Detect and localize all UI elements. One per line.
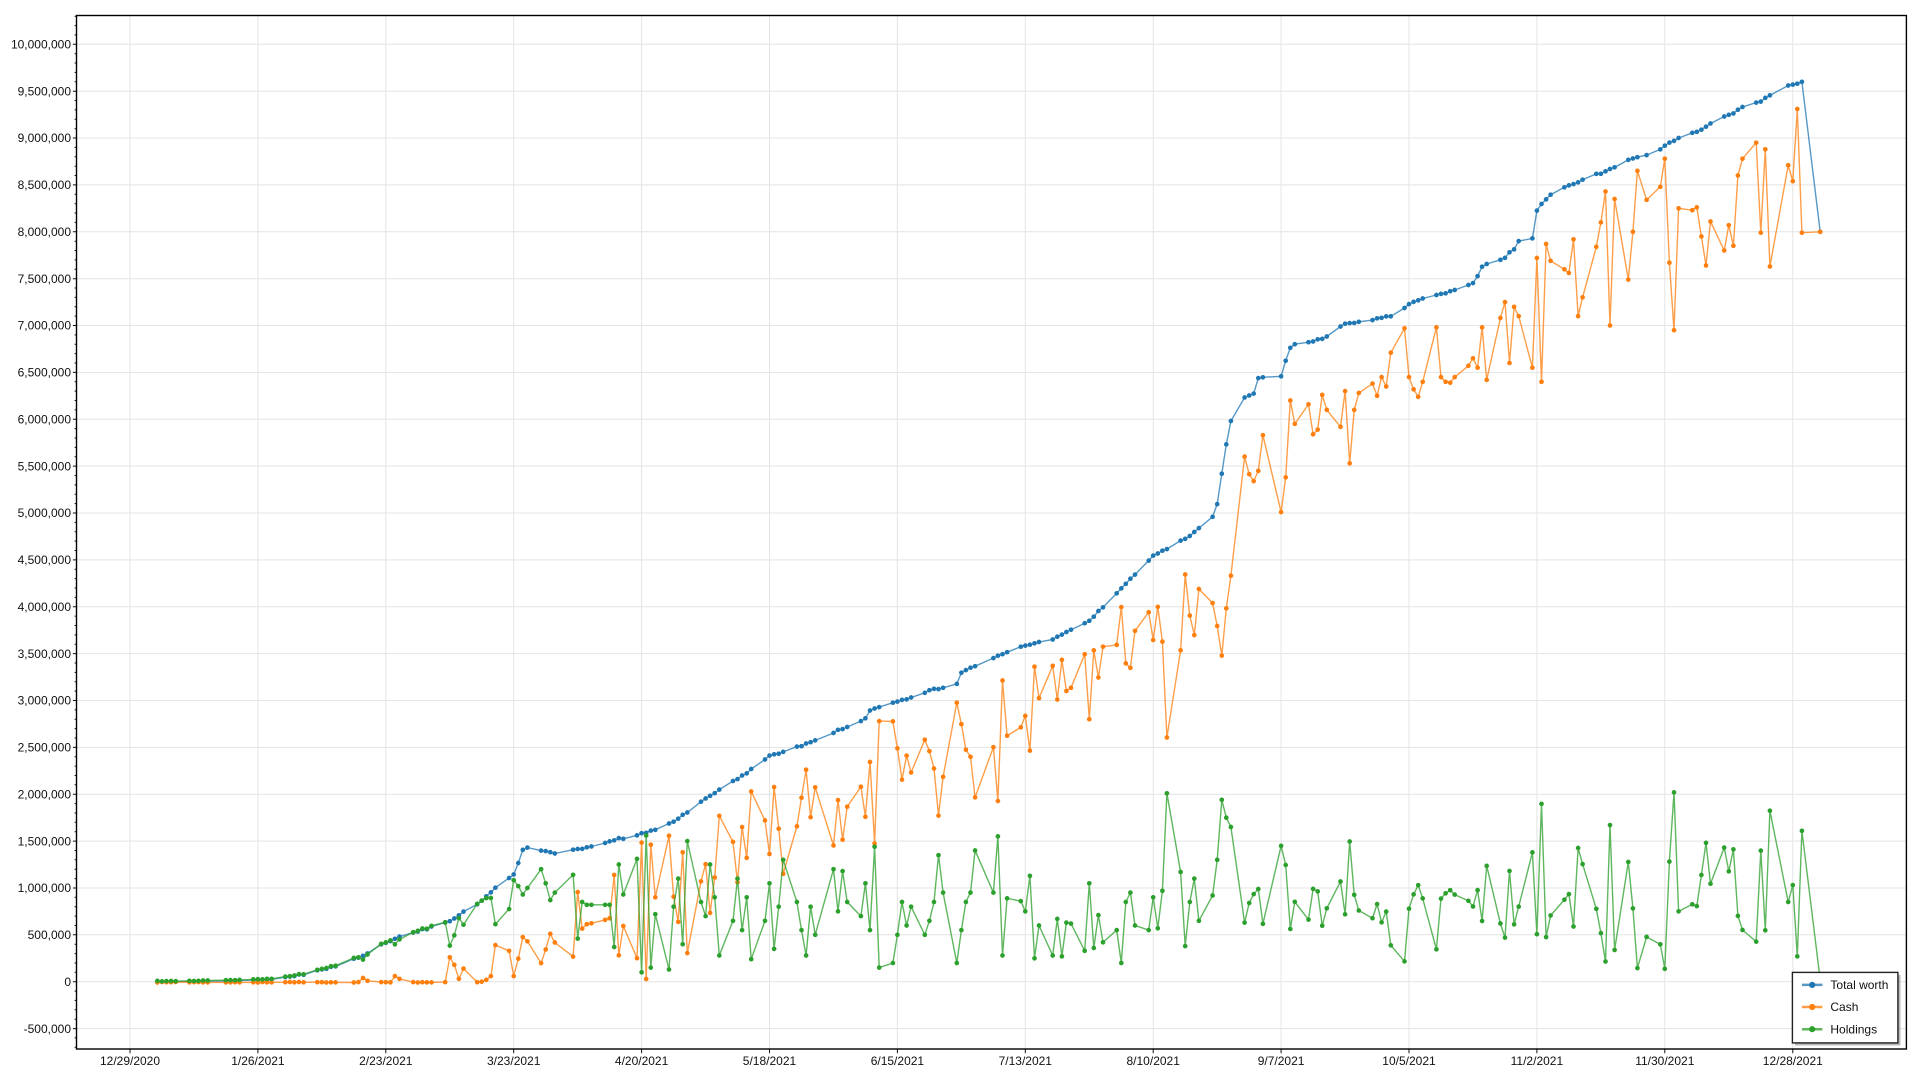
svg-text:8,000,000: 8,000,000 <box>18 225 72 239</box>
svg-text:8/10/2021: 8/10/2021 <box>1127 1054 1181 1068</box>
svg-text:5/18/2021: 5/18/2021 <box>743 1054 797 1068</box>
svg-text:2/23/2021: 2/23/2021 <box>359 1054 413 1068</box>
svg-text:11/30/2021: 11/30/2021 <box>1635 1054 1694 1068</box>
svg-text:7,000,000: 7,000,000 <box>18 319 72 333</box>
svg-text:1,500,000: 1,500,000 <box>18 834 72 848</box>
svg-text:-500,000: -500,000 <box>24 1022 72 1036</box>
svg-text:Total worth: Total worth <box>1830 978 1888 992</box>
svg-text:500,000: 500,000 <box>28 928 72 942</box>
svg-text:0: 0 <box>64 975 71 989</box>
svg-text:8,500,000: 8,500,000 <box>18 178 72 192</box>
svg-text:3,000,000: 3,000,000 <box>18 694 72 708</box>
svg-text:9,000,000: 9,000,000 <box>18 131 72 145</box>
svg-text:3,500,000: 3,500,000 <box>18 647 72 661</box>
svg-text:3/23/2021: 3/23/2021 <box>487 1054 541 1068</box>
svg-text:6,500,000: 6,500,000 <box>18 366 72 380</box>
svg-text:12/28/2021: 12/28/2021 <box>1763 1054 1823 1068</box>
svg-text:7/13/2021: 7/13/2021 <box>999 1054 1053 1068</box>
svg-text:4,500,000: 4,500,000 <box>18 553 72 567</box>
svg-text:2,500,000: 2,500,000 <box>18 741 72 755</box>
svg-text:12/29/2020: 12/29/2020 <box>100 1054 160 1068</box>
svg-text:1,000,000: 1,000,000 <box>18 881 72 895</box>
svg-text:10,000,000: 10,000,000 <box>11 38 71 52</box>
svg-text:6/15/2021: 6/15/2021 <box>871 1054 925 1068</box>
svg-text:7,500,000: 7,500,000 <box>18 272 72 286</box>
svg-text:10/5/2021: 10/5/2021 <box>1382 1054 1436 1068</box>
svg-text:4,000,000: 4,000,000 <box>18 600 72 614</box>
svg-text:Holdings: Holdings <box>1830 1022 1877 1036</box>
svg-text:11/2/2021: 11/2/2021 <box>1511 1054 1564 1068</box>
svg-text:9,500,000: 9,500,000 <box>18 84 72 98</box>
svg-text:6,000,000: 6,000,000 <box>18 413 72 427</box>
svg-text:5,000,000: 5,000,000 <box>18 506 72 520</box>
svg-text:1/26/2021: 1/26/2021 <box>231 1054 285 1068</box>
svg-text:2,000,000: 2,000,000 <box>18 787 72 801</box>
svg-text:5,500,000: 5,500,000 <box>18 459 72 473</box>
svg-text:9/7/2021: 9/7/2021 <box>1258 1054 1305 1068</box>
svg-text:Cash: Cash <box>1830 1000 1858 1014</box>
svg-text:4/20/2021: 4/20/2021 <box>615 1054 669 1068</box>
